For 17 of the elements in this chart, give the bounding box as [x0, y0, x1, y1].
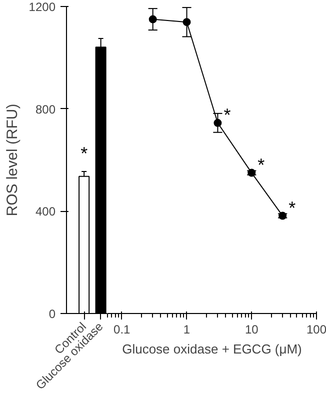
- x-axis-title: Glucose oxidase + EGCG (μM): [122, 342, 302, 356]
- point: [214, 118, 222, 127]
- point: [148, 15, 157, 24]
- y-tick-label: 0: [48, 307, 56, 321]
- annotation: *: [288, 198, 296, 218]
- x-tick-label: 0.1: [114, 322, 131, 336]
- point: [182, 18, 191, 26]
- y-tick-label: 400: [35, 204, 56, 219]
- annotation: *: [224, 104, 231, 125]
- x-tick-label: 100: [306, 322, 326, 336]
- y-tick-label: 1200: [28, 0, 56, 14]
- y-axis-title: ROS level (RFU): [4, 104, 21, 216]
- annotation: *: [80, 144, 88, 164]
- annotation: *: [258, 154, 265, 175]
- y-tick-label: 800: [35, 102, 56, 116]
- x-tick-label: 10: [244, 322, 259, 336]
- x-tick-label: 1: [183, 322, 190, 336]
